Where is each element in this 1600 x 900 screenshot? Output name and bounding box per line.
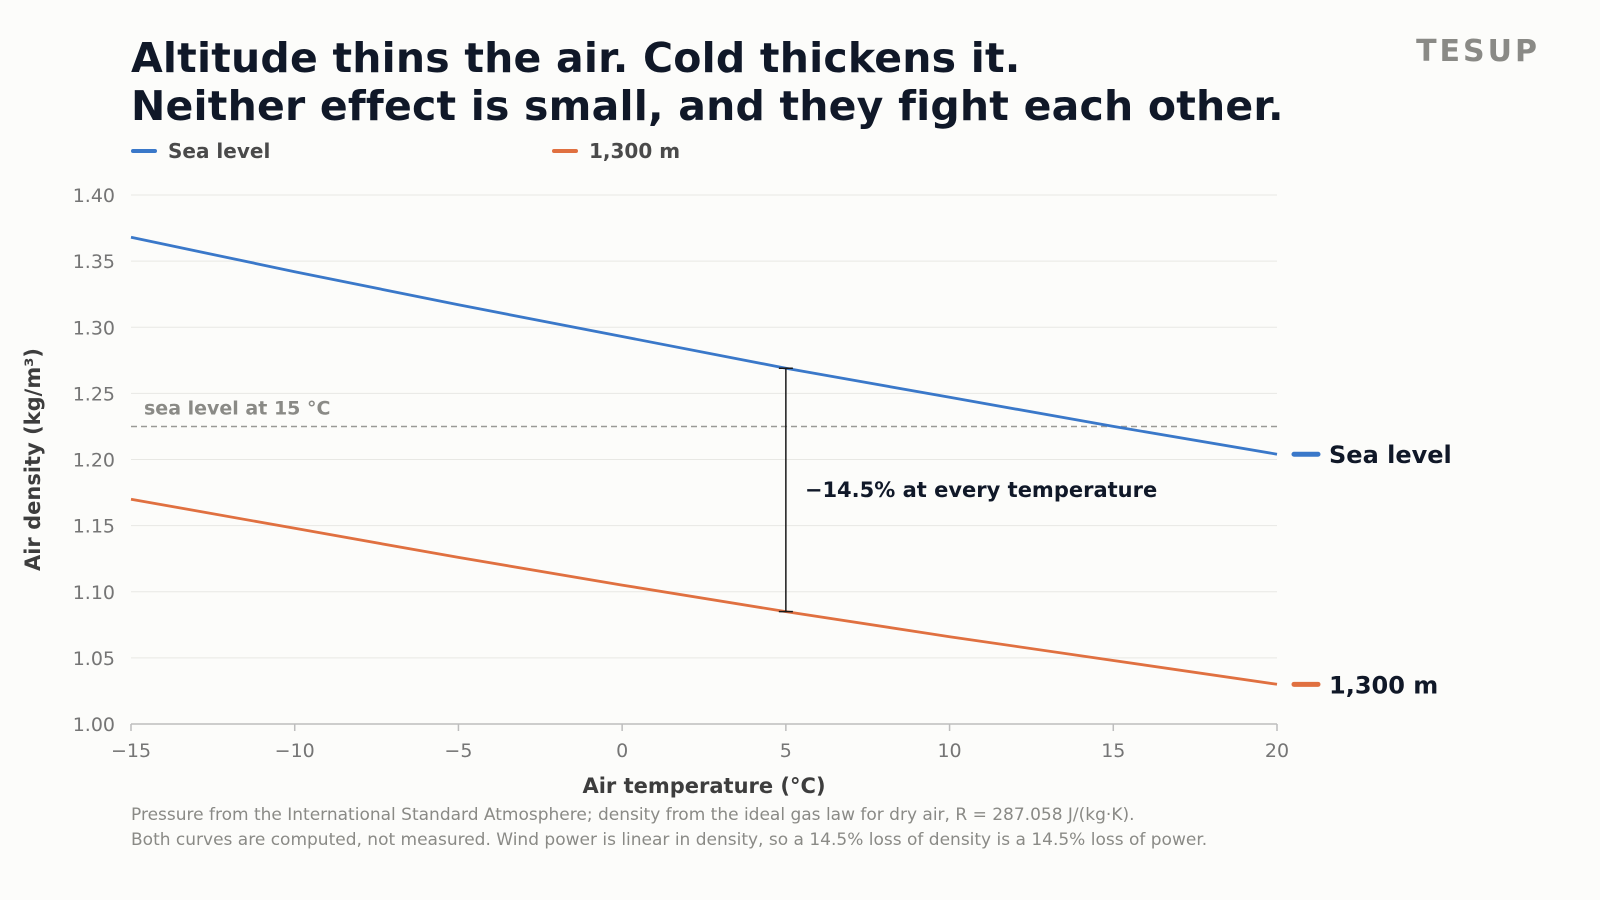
- footnote-line-1: Pressure from the International Standard…: [131, 805, 1135, 825]
- legend-swatch-1300m: [552, 149, 578, 153]
- series-end-label-0: Sea level: [1329, 441, 1452, 469]
- brand-logo: TESUP: [1416, 34, 1540, 69]
- y-tick-label: 1.00: [73, 714, 115, 736]
- y-tick-label: 1.25: [73, 383, 115, 405]
- x-tick-label: −10: [275, 740, 315, 762]
- y-tick-label: 1.35: [73, 251, 115, 273]
- y-tick-label: 1.30: [73, 317, 115, 339]
- x-tick-label: 5: [780, 740, 792, 762]
- reference-line-group: sea level at 15 °C: [131, 397, 1277, 428]
- chart-title-line-1: Altitude thins the air. Cold thickens it…: [131, 34, 1021, 82]
- y-tick-label: 1.20: [73, 450, 115, 472]
- legend-swatch-sea-level: [131, 149, 157, 153]
- legend-item-sea-level: Sea level: [131, 139, 270, 163]
- reference-line-label: sea level at 15 °C: [144, 397, 330, 419]
- difference-annotation: −14.5% at every temperature: [778, 367, 1157, 613]
- annotation-label: −14.5% at every temperature: [805, 478, 1157, 502]
- series-end-labels: Sea level 1,300 m: [1291, 441, 1452, 699]
- series-line-0: [130, 235, 1278, 456]
- legend-label-1300m: 1,300 m: [589, 139, 681, 163]
- x-tick-label: −5: [444, 740, 472, 762]
- legend-label-sea-level: Sea level: [168, 139, 271, 163]
- x-tick-label: 10: [937, 740, 961, 762]
- x-axis-title: Air temperature (°C): [582, 774, 825, 798]
- series-lines: [130, 235, 1278, 686]
- x-tick-label: 0: [616, 740, 628, 762]
- y-tick-label: 1.10: [73, 582, 115, 604]
- y-tick-label: 1.15: [73, 516, 115, 538]
- chart-title-line-2: Neither effect is small, and they fight …: [131, 82, 1284, 130]
- x-tick-label: −15: [111, 740, 151, 762]
- footnote: Pressure from the International Standard…: [131, 803, 1207, 853]
- axes: 1.00 1.05 1.10 1.15 1.20 1.25 1.30 1.35 1.40 −15 −…: [21, 185, 1289, 798]
- legend-item-1300m: 1,300 m: [552, 139, 680, 163]
- y-axis-title: Air density (kg/m³): [21, 348, 45, 571]
- chart-title: Altitude thins the air. Cold thickens it…: [131, 34, 1284, 130]
- footnote-line-2: Both curves are computed, not measured. …: [131, 830, 1208, 850]
- x-tick-label: 20: [1265, 740, 1289, 762]
- series-end-label-1: 1,300 m: [1329, 671, 1438, 699]
- y-tick-label: 1.40: [73, 185, 115, 207]
- x-tick-label: 15: [1101, 740, 1125, 762]
- y-tick-label: 1.05: [73, 648, 115, 670]
- series-line-1: [130, 497, 1278, 686]
